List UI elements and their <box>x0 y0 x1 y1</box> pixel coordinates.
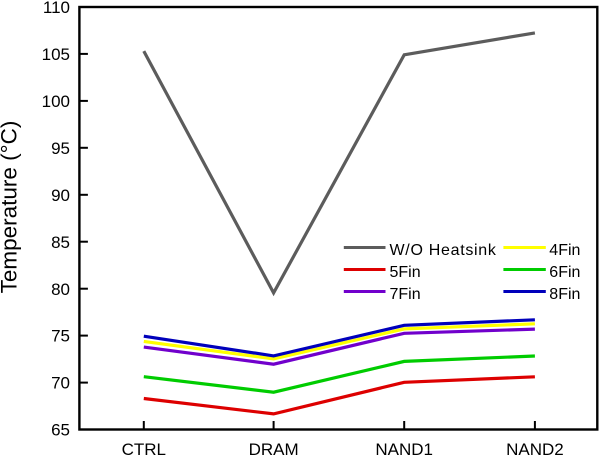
svg-text:85: 85 <box>51 233 70 252</box>
svg-text:W/O Heatsink: W/O Heatsink <box>390 242 497 259</box>
svg-text:70: 70 <box>51 374 70 393</box>
svg-text:NAND1: NAND1 <box>375 440 433 457</box>
svg-text:DRAM: DRAM <box>249 440 299 457</box>
svg-text:65: 65 <box>51 421 70 440</box>
svg-text:80: 80 <box>51 280 70 299</box>
svg-text:7Fin: 7Fin <box>390 286 421 303</box>
svg-text:75: 75 <box>51 327 70 346</box>
svg-text:5Fin: 5Fin <box>390 264 421 281</box>
svg-text:110: 110 <box>43 0 70 17</box>
svg-text:NAND2: NAND2 <box>506 440 564 457</box>
svg-text:100: 100 <box>42 92 70 111</box>
svg-text:8Fin: 8Fin <box>549 286 580 303</box>
svg-text:95: 95 <box>51 139 70 158</box>
svg-text:6Fin: 6Fin <box>549 264 580 281</box>
svg-text:90: 90 <box>51 186 70 205</box>
svg-text:105: 105 <box>42 45 70 64</box>
svg-text:Temperature (°C): Temperature (°C) <box>0 121 22 294</box>
svg-text:CTRL: CTRL <box>122 440 166 457</box>
svg-text:4Fin: 4Fin <box>549 242 580 259</box>
